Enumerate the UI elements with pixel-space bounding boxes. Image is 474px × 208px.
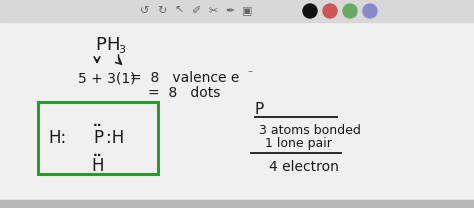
Text: 5 + 3(1): 5 + 3(1) — [78, 71, 136, 85]
Text: 3: 3 — [118, 45, 125, 55]
Text: =  8   dots: = 8 dots — [148, 86, 220, 100]
Text: ↖: ↖ — [174, 6, 184, 16]
Text: :H: :H — [106, 129, 124, 147]
Circle shape — [323, 4, 337, 18]
Text: H:: H: — [48, 129, 66, 147]
Text: H: H — [106, 36, 119, 54]
Text: =  8   valence e: = 8 valence e — [130, 71, 239, 85]
Text: 1 lone pair: 1 lone pair — [265, 137, 332, 151]
Text: P: P — [255, 103, 264, 118]
Bar — [38, 102, 158, 174]
Text: 4 electron: 4 electron — [269, 160, 339, 174]
Circle shape — [363, 4, 377, 18]
Text: ✐: ✐ — [191, 6, 201, 16]
Text: P: P — [93, 129, 103, 147]
Circle shape — [303, 4, 317, 18]
Text: P: P — [95, 36, 106, 54]
Text: ··: ·· — [93, 150, 103, 162]
Text: ▣: ▣ — [242, 6, 252, 16]
Text: ⁻: ⁻ — [247, 69, 252, 79]
Text: 3 atoms bonded: 3 atoms bonded — [259, 124, 361, 136]
Text: H: H — [92, 157, 104, 175]
Text: ✒: ✒ — [225, 6, 235, 16]
Circle shape — [343, 4, 357, 18]
Text: ↻: ↻ — [157, 6, 167, 16]
Text: ✂: ✂ — [208, 6, 218, 16]
Text: ··: ·· — [93, 119, 103, 131]
Bar — [0, 200, 474, 208]
Text: ↺: ↺ — [140, 6, 150, 16]
Bar — [0, 0, 474, 22]
